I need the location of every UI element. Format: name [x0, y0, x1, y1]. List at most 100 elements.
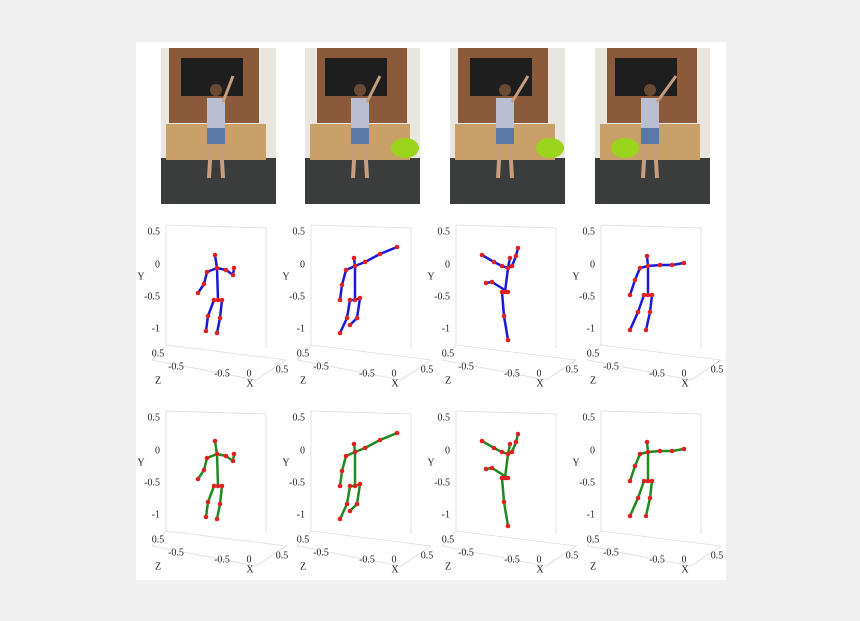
joint [499, 263, 505, 269]
y-tick-label: 0.5 [148, 226, 161, 237]
plot-box [310, 344, 432, 361]
joint [357, 295, 363, 301]
joint [339, 282, 345, 288]
plot-box [165, 410, 267, 415]
joint [205, 313, 211, 319]
photo-leg [363, 143, 369, 179]
joint [394, 244, 400, 250]
joint [223, 267, 229, 273]
x-axis-label: X [391, 564, 399, 575]
joint [645, 292, 651, 298]
y-tick-label: -1 [442, 323, 450, 334]
joint [499, 289, 505, 295]
bone [340, 454, 348, 473]
joint [505, 289, 511, 295]
photo-head [644, 84, 656, 96]
x-tick-label: 0 [392, 554, 397, 565]
joint [204, 455, 210, 461]
y-axis-label: Y [427, 457, 434, 468]
photo-leg [641, 143, 647, 179]
photo-arm [365, 75, 382, 103]
bone [378, 431, 399, 442]
joint [509, 449, 515, 455]
plot-box [151, 359, 257, 381]
joint [214, 330, 220, 336]
joint [362, 259, 368, 265]
plot-box [545, 359, 577, 381]
photo-shirt [641, 98, 659, 128]
joint [641, 292, 647, 298]
plot-box [600, 224, 702, 229]
bone [636, 479, 646, 500]
y-axis-label: Y [137, 271, 144, 282]
y-tick-label: 0 [155, 445, 160, 456]
bone [215, 502, 222, 521]
y-tick-label: 0.5 [293, 412, 306, 423]
x-axis-label: X [681, 564, 689, 575]
plot-box [455, 224, 557, 229]
bone [215, 452, 220, 488]
photo-shorts [641, 128, 659, 144]
joint [479, 438, 485, 444]
x-axis-label: X [536, 378, 544, 389]
joint [215, 483, 221, 489]
plot-box [586, 344, 602, 361]
skeleton-plot: 0.50-0.5-1Y0.5-0.5Z-0.5 0 0.5X [282, 410, 433, 575]
plot-box [296, 545, 402, 567]
joint [644, 439, 650, 445]
joint [515, 431, 521, 437]
z-tick-label: 0.5 [297, 534, 310, 545]
joint [219, 483, 225, 489]
bone [502, 314, 510, 342]
joint [214, 451, 220, 457]
z-axis-label: Z [445, 561, 451, 572]
y-tick-label: -0.5 [289, 477, 305, 488]
joint [641, 478, 647, 484]
photo-leg [207, 143, 213, 179]
photo-shorts [496, 128, 514, 144]
x-tick-label: 0.5 [276, 364, 289, 375]
joint [203, 514, 209, 520]
joint [211, 297, 217, 303]
bone [204, 314, 210, 333]
y-tick-label: -1 [152, 509, 160, 520]
plot-box [545, 545, 577, 567]
plot-box [296, 359, 402, 381]
joint [657, 448, 663, 454]
joint [343, 267, 349, 273]
plot-box [165, 344, 287, 361]
joint [204, 269, 210, 275]
bone [218, 484, 224, 506]
bone [503, 266, 510, 294]
y-tick-label: 0.5 [293, 226, 306, 237]
joint [223, 453, 229, 459]
photo-shirt [496, 98, 514, 128]
joint [483, 280, 489, 286]
plot-box [600, 410, 702, 415]
bone [340, 268, 348, 287]
y-axis-label: Y [427, 271, 434, 282]
z-tick-label: -0.5 [168, 547, 184, 558]
photo-floor [595, 158, 710, 204]
z-tick-label: -0.5 [168, 361, 184, 372]
x-tick-label: 0.5 [276, 550, 289, 561]
joint [219, 297, 225, 303]
z-tick-label: 0.5 [587, 534, 600, 545]
y-axis-label: Y [572, 457, 579, 468]
skeleton-plot: 0.50-0.5-1Y0.5-0.5Z-0.5 0 0.5X [137, 224, 289, 389]
bone [338, 502, 349, 521]
plot-box [310, 530, 432, 547]
z-tick-label: 0.5 [442, 348, 455, 359]
bone [204, 500, 210, 519]
y-tick-label: -1 [587, 509, 595, 520]
bone [644, 310, 652, 332]
joint [212, 252, 218, 258]
photo-chair [391, 138, 419, 158]
x-tick-label: -0.5 [214, 368, 230, 379]
photo-shorts [207, 128, 225, 144]
joint [657, 262, 663, 268]
joint [632, 277, 638, 283]
joint [212, 438, 218, 444]
joint [499, 449, 505, 455]
